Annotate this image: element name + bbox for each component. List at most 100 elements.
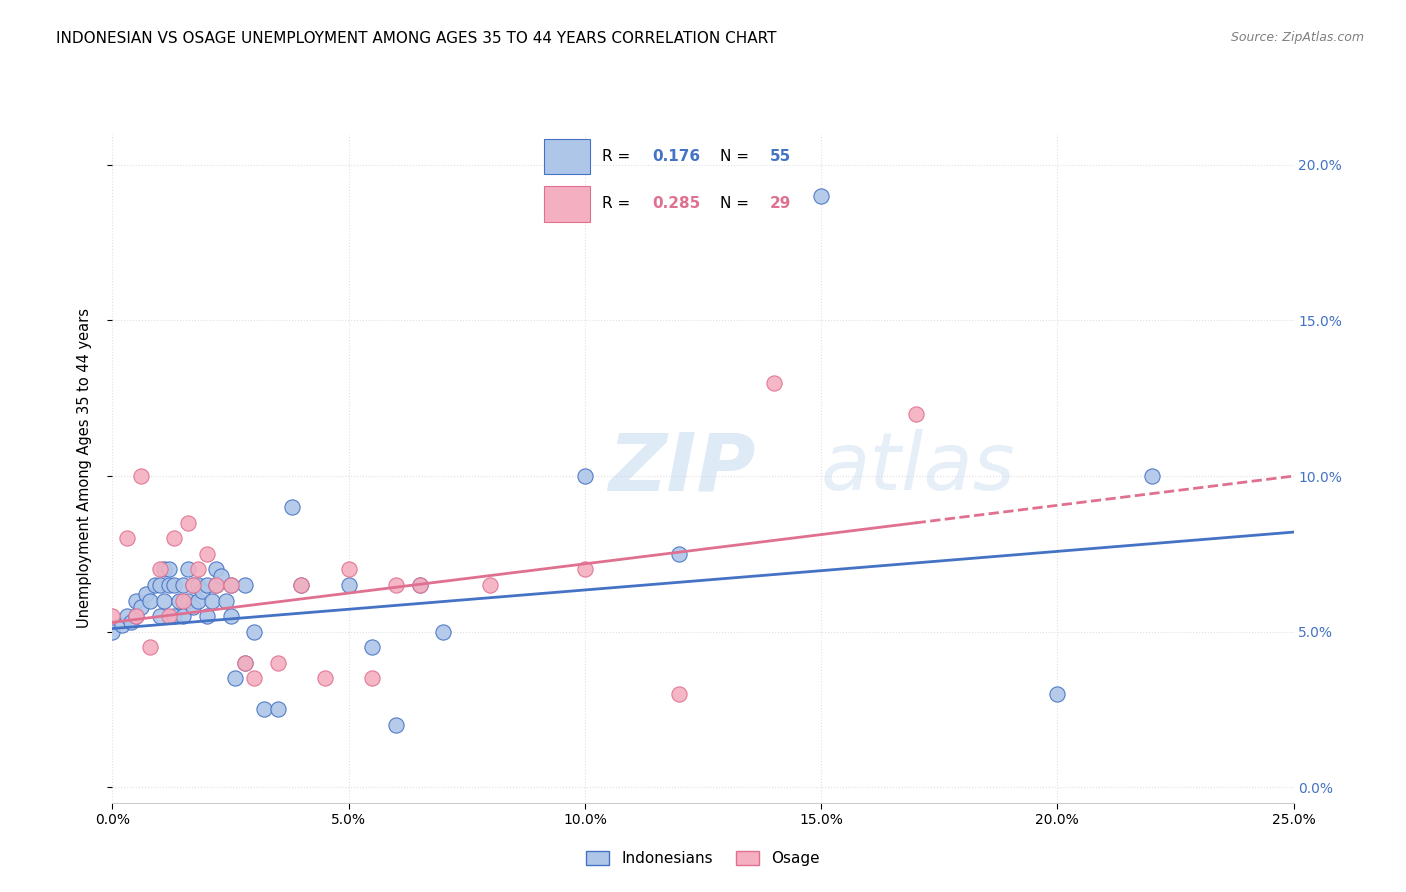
Indonesians — [1140, 469, 1163, 483]
Osage — [668, 687, 690, 701]
Indonesians — [172, 578, 194, 592]
Indonesians — [209, 568, 232, 582]
Text: atlas: atlas — [821, 429, 1017, 508]
Indonesians — [115, 609, 138, 624]
Indonesians — [181, 578, 204, 592]
Indonesians — [195, 609, 218, 624]
Text: 55: 55 — [769, 148, 790, 163]
Text: N =: N = — [720, 148, 754, 163]
Bar — [544, 138, 591, 175]
Indonesians — [668, 547, 690, 561]
Indonesians — [195, 578, 218, 592]
Indonesians — [224, 671, 246, 685]
Indonesians — [129, 599, 152, 614]
Y-axis label: Unemployment Among Ages 35 to 44 years: Unemployment Among Ages 35 to 44 years — [77, 309, 91, 628]
Text: 29: 29 — [769, 195, 790, 211]
Indonesians — [205, 578, 228, 592]
Indonesians — [574, 469, 596, 483]
Indonesians — [157, 562, 180, 576]
Indonesians — [408, 578, 430, 592]
Indonesians — [281, 500, 304, 515]
Bar — [544, 186, 591, 221]
Osage — [181, 578, 204, 592]
Indonesians — [153, 593, 176, 607]
Osage — [408, 578, 430, 592]
Indonesians — [181, 599, 204, 614]
Indonesians — [432, 624, 454, 639]
Indonesians — [163, 609, 186, 624]
Osage — [385, 578, 408, 592]
Osage — [177, 516, 200, 530]
Indonesians — [186, 593, 208, 607]
Text: Source: ZipAtlas.com: Source: ZipAtlas.com — [1230, 31, 1364, 45]
Text: ZIP: ZIP — [609, 429, 756, 508]
Text: 0.285: 0.285 — [652, 195, 700, 211]
Indonesians — [149, 578, 172, 592]
Osage — [233, 656, 256, 670]
Indonesians — [167, 593, 190, 607]
Indonesians — [253, 702, 276, 716]
Indonesians — [810, 189, 832, 203]
Osage — [219, 578, 242, 592]
Osage — [129, 469, 152, 483]
Indonesians — [233, 656, 256, 670]
Indonesians — [149, 609, 172, 624]
Osage — [479, 578, 502, 592]
Indonesians — [163, 578, 186, 592]
Indonesians — [267, 702, 290, 716]
Legend: Indonesians, Osage: Indonesians, Osage — [581, 845, 825, 872]
Indonesians — [243, 624, 266, 639]
Indonesians — [205, 562, 228, 576]
Text: R =: R = — [602, 148, 636, 163]
Osage — [157, 609, 180, 624]
Osage — [243, 671, 266, 685]
Text: N =: N = — [720, 195, 754, 211]
Osage — [125, 609, 148, 624]
Osage — [762, 376, 785, 390]
Indonesians — [219, 578, 242, 592]
Indonesians — [186, 578, 208, 592]
Indonesians — [215, 593, 238, 607]
Osage — [267, 656, 290, 670]
Osage — [139, 640, 162, 655]
Osage — [101, 609, 124, 624]
Indonesians — [139, 593, 162, 607]
Indonesians — [125, 593, 148, 607]
Osage — [186, 562, 208, 576]
Indonesians — [120, 615, 142, 630]
Osage — [361, 671, 384, 685]
Indonesians — [337, 578, 360, 592]
Indonesians — [177, 562, 200, 576]
Indonesians — [143, 578, 166, 592]
Indonesians — [101, 624, 124, 639]
Text: 0.176: 0.176 — [652, 148, 700, 163]
Indonesians — [290, 578, 312, 592]
Indonesians — [219, 609, 242, 624]
Osage — [205, 578, 228, 592]
Indonesians — [233, 578, 256, 592]
Osage — [574, 562, 596, 576]
Indonesians — [153, 562, 176, 576]
Indonesians — [157, 578, 180, 592]
Osage — [195, 547, 218, 561]
Osage — [115, 531, 138, 545]
Osage — [337, 562, 360, 576]
Indonesians — [172, 609, 194, 624]
Indonesians — [135, 587, 157, 601]
Osage — [172, 593, 194, 607]
Text: INDONESIAN VS OSAGE UNEMPLOYMENT AMONG AGES 35 TO 44 YEARS CORRELATION CHART: INDONESIAN VS OSAGE UNEMPLOYMENT AMONG A… — [56, 31, 776, 46]
Osage — [314, 671, 336, 685]
Indonesians — [385, 718, 408, 732]
Indonesians — [177, 593, 200, 607]
Indonesians — [111, 618, 134, 632]
Indonesians — [1046, 687, 1069, 701]
Text: R =: R = — [602, 195, 636, 211]
Osage — [149, 562, 172, 576]
Osage — [163, 531, 186, 545]
Osage — [290, 578, 312, 592]
Indonesians — [125, 609, 148, 624]
Osage — [904, 407, 927, 421]
Indonesians — [191, 584, 214, 599]
Indonesians — [201, 593, 224, 607]
Indonesians — [361, 640, 384, 655]
